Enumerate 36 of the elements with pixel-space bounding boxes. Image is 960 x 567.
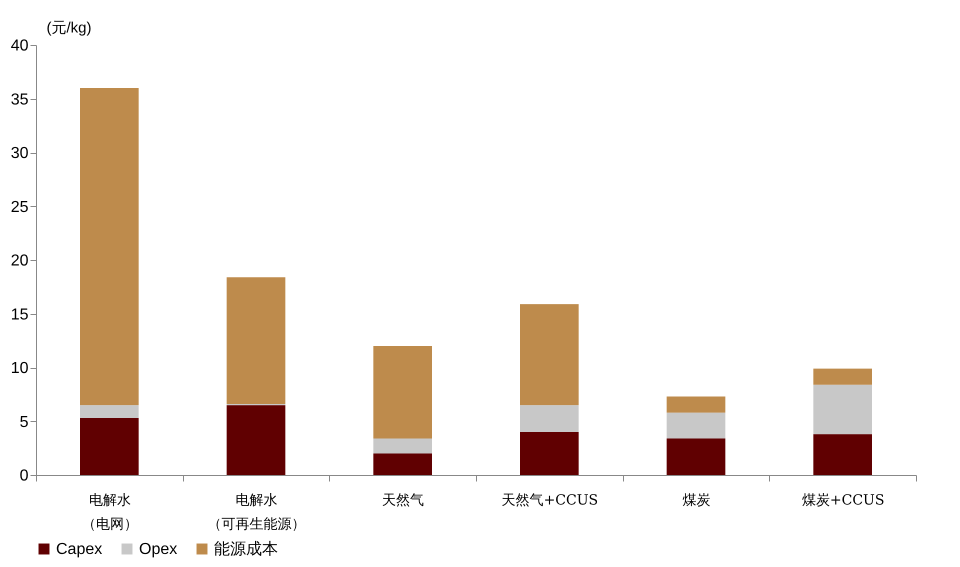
y-tick-label: 5 [20, 414, 29, 431]
y-tick-label: 30 [10, 145, 29, 162]
y-tick-label: 35 [10, 91, 29, 108]
bar [373, 438, 432, 454]
bar [813, 434, 872, 475]
bar [813, 368, 872, 385]
y-axis-title: (元/kg) [46, 20, 92, 36]
y-tick-label: 25 [10, 198, 29, 216]
x-tick-label: 煤炭 [682, 492, 710, 508]
y-tick-label: 20 [10, 252, 29, 270]
y-tick-label: 0 [20, 468, 29, 484]
bar [226, 277, 286, 404]
y-tick-label: 10 [10, 360, 29, 377]
y-tick-label: 40 [10, 38, 29, 54]
bar [520, 432, 579, 475]
legend-label: Opex [139, 541, 178, 558]
bar [80, 418, 139, 475]
bar [520, 304, 579, 406]
bar [666, 396, 726, 413]
x-tick-label: 电解水（可再生能源） [208, 492, 306, 532]
bar [666, 412, 726, 438]
bar [226, 405, 286, 475]
x-tick-label: 天然气+CCUS [502, 492, 598, 508]
bar [520, 405, 579, 432]
bar [80, 88, 139, 406]
legend-label: Capex [56, 541, 102, 558]
y-tick-label: 15 [10, 306, 29, 324]
bar [80, 405, 139, 418]
bar [373, 346, 432, 438]
legend-label: 能源成本 [214, 540, 278, 558]
bar [666, 438, 726, 475]
bar [373, 454, 432, 475]
x-tick-label: 煤炭+CCUS [802, 492, 884, 508]
x-tick-label: 天然气 [382, 492, 424, 508]
x-tick-label: 电解水（电网） [82, 492, 138, 532]
bar [813, 384, 872, 434]
